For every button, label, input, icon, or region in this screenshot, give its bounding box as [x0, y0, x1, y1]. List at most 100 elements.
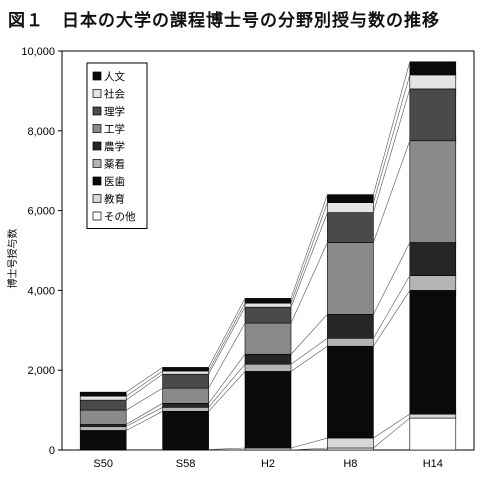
legend-label: 教育 — [104, 193, 125, 206]
bar-segment — [327, 194, 374, 203]
x-tick-label: H14 — [423, 458, 443, 470]
connector-line — [373, 275, 411, 339]
legend-swatch — [92, 124, 102, 133]
bar-segment — [79, 426, 127, 431]
bar-segment — [162, 373, 209, 389]
y-axis-label: 博士号授与数 — [6, 228, 19, 288]
legend-swatch — [92, 211, 102, 221]
legend-swatch — [92, 89, 102, 98]
connector-line — [208, 298, 246, 368]
connector-line — [290, 437, 328, 449]
legend-swatch — [92, 194, 102, 203]
x-tick-label: H2 — [261, 458, 275, 470]
legend-label: 社会 — [104, 88, 125, 101]
connector-line — [126, 387, 163, 411]
x-tick-label: S50 — [93, 458, 113, 470]
connector-line — [208, 354, 246, 404]
connector-line — [126, 373, 163, 401]
bar-segment — [409, 275, 457, 291]
bar-segment — [79, 391, 127, 397]
bar-segment — [244, 322, 292, 355]
connector-line — [373, 61, 411, 195]
connector-line — [290, 338, 328, 365]
bar-segment — [409, 290, 457, 415]
figure-number: 図１ — [8, 11, 44, 31]
bar-segment — [162, 367, 209, 372]
bar-segment — [79, 395, 127, 401]
connector-line — [126, 407, 163, 427]
bar-segment — [409, 242, 457, 276]
connector-line — [373, 140, 411, 243]
y-tick-label: 10,000 — [21, 46, 55, 58]
legend-label: 人文 — [104, 70, 125, 83]
y-tick-label: 0 — [49, 445, 55, 457]
connector-line — [126, 411, 163, 431]
connector-line — [208, 364, 246, 408]
connector-line — [208, 371, 246, 412]
bar-segment — [327, 314, 374, 339]
legend-label: 理学 — [104, 105, 125, 118]
x-tick-label: S58 — [176, 458, 196, 470]
connector-line — [126, 403, 163, 425]
bar-segment — [244, 302, 292, 308]
connector-line — [290, 447, 328, 451]
connector-line — [373, 74, 411, 203]
y-tick-label: 8,000 — [27, 126, 55, 138]
legend-label: 工学 — [104, 123, 125, 136]
legend-swatch — [92, 159, 102, 168]
legend-swatch — [92, 141, 102, 151]
bar-segment — [244, 353, 292, 365]
bar-segment — [409, 74, 457, 90]
bar-segment — [327, 337, 374, 347]
legend-label: その他 — [104, 210, 136, 223]
connector-line — [373, 242, 411, 315]
legend-label: 農学 — [104, 140, 125, 153]
connector-line — [373, 290, 411, 347]
legend-swatch — [92, 71, 102, 81]
connector-line — [208, 303, 246, 372]
legend-swatch — [92, 106, 102, 116]
bar-segment — [162, 403, 209, 408]
connector-line — [373, 413, 410, 439]
connector-line — [126, 367, 163, 393]
connector-line — [208, 322, 246, 389]
bar-segment — [409, 417, 457, 451]
connector-line — [208, 447, 246, 450]
connector-line — [290, 242, 328, 324]
legend-swatch — [92, 176, 102, 186]
y-tick-label: 6,000 — [27, 206, 55, 218]
bar-segment — [244, 306, 292, 324]
connector-line — [290, 202, 328, 304]
bar-segment — [244, 371, 292, 449]
bar-segment — [79, 430, 127, 450]
bar-segment — [409, 61, 457, 76]
y-tick-label: 2,000 — [27, 365, 55, 377]
bar-segment — [327, 345, 374, 439]
bar-segment — [162, 387, 209, 404]
connector-line — [373, 417, 410, 449]
bar-segment — [327, 242, 374, 315]
connector-line — [290, 212, 328, 308]
bar-segment — [327, 437, 374, 449]
bar-segment — [162, 410, 209, 450]
connector-line — [373, 88, 411, 213]
chart-title: 図１ 日本の大学の課程博士号の分野別授与数の推移 — [8, 6, 440, 31]
bar-segment — [162, 407, 209, 412]
bar-segment — [244, 298, 292, 304]
bar-segment — [79, 399, 127, 411]
bar-segment — [162, 370, 209, 375]
bar-segment — [327, 212, 374, 243]
connector-line — [126, 370, 163, 397]
legend-label: 薬看 — [104, 158, 125, 171]
x-tick-label: H8 — [343, 458, 357, 470]
connector-line — [290, 314, 328, 355]
legend-label: 医歯 — [104, 175, 125, 188]
connector-line — [290, 194, 328, 299]
title-text: 日本の大学の課程博士号の分野別授与数の推移 — [62, 11, 440, 31]
connector-line — [208, 307, 246, 375]
bar-segment — [409, 140, 457, 243]
y-tick-label: 4,000 — [27, 285, 55, 297]
bar-segment — [409, 88, 457, 142]
